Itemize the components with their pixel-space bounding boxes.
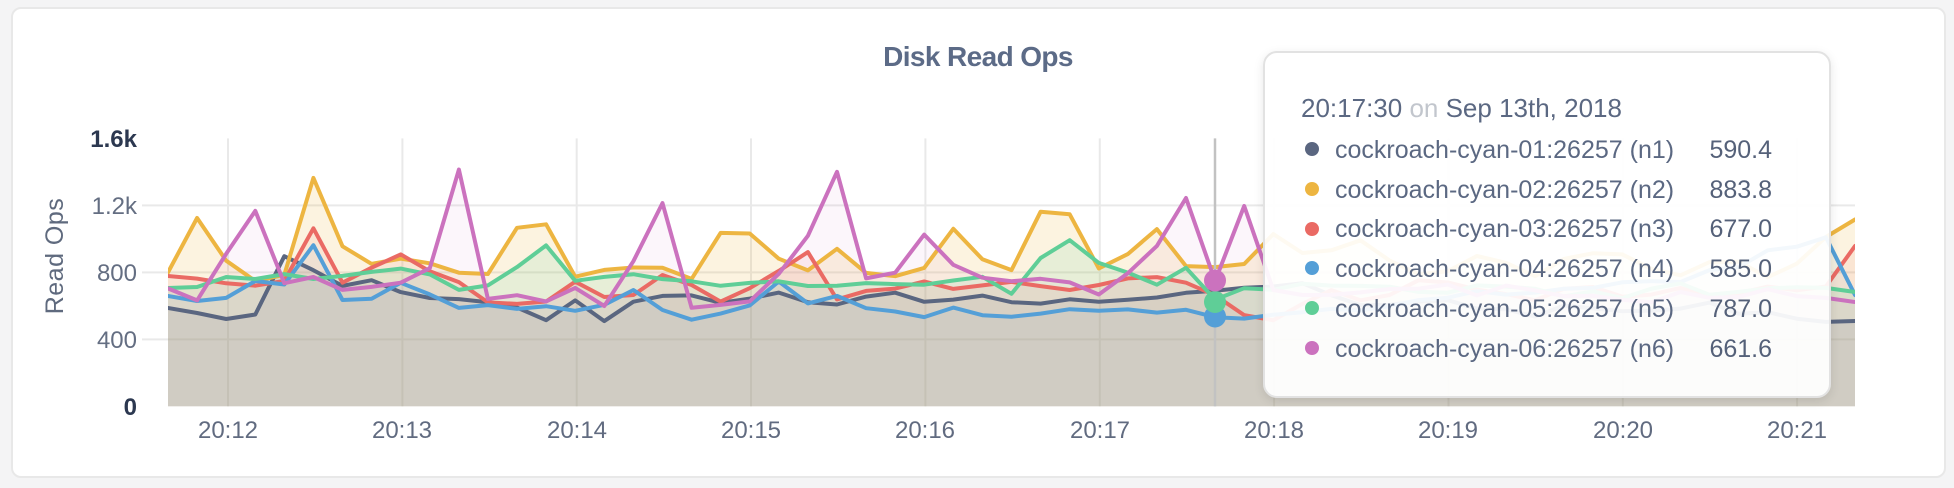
svg-text:400: 400 [97, 327, 137, 354]
svg-text:20:20: 20:20 [1593, 417, 1653, 444]
svg-text:20:17: 20:17 [1070, 417, 1130, 444]
svg-text:20:14: 20:14 [547, 417, 607, 444]
svg-text:0: 0 [124, 394, 137, 421]
svg-text:20:12: 20:12 [198, 417, 258, 444]
svg-text:Read Ops: Read Ops [41, 198, 69, 315]
svg-text:Disk Read Ops: Disk Read Ops [883, 41, 1073, 72]
svg-text:800: 800 [97, 260, 137, 287]
svg-text:20:18: 20:18 [1244, 417, 1304, 444]
svg-text:20:16: 20:16 [895, 417, 955, 444]
svg-text:20:21: 20:21 [1767, 417, 1827, 444]
svg-text:1.6k: 1.6k [90, 126, 137, 153]
svg-text:1.2k: 1.2k [92, 193, 138, 220]
svg-text:20:15: 20:15 [721, 417, 781, 444]
svg-text:20:19: 20:19 [1418, 417, 1478, 444]
svg-text:20:13: 20:13 [372, 417, 432, 444]
